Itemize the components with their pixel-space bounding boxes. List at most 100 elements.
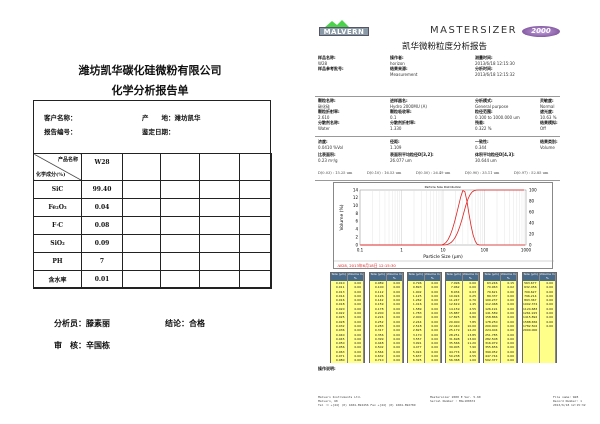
volume-cell: 0.00: [500, 332, 517, 337]
table-row: 0.010 0.00: [331, 281, 364, 286]
volume-cell: 0.00: [462, 285, 479, 290]
table-row: 112.468 0.00: [484, 302, 517, 307]
table-row: 1261.915 0.00: [523, 311, 556, 316]
table-row: 3.170 0.00: [408, 332, 441, 337]
empty-cell: [199, 180, 240, 199]
size-cell: 0.178: [370, 306, 387, 312]
empty-cell: [199, 216, 240, 235]
table-row: 20.000 7.85: [446, 319, 479, 324]
volume-cell: 0.00: [386, 336, 403, 342]
volume-cell: 0.00: [347, 349, 364, 355]
size-cell: 447.744: [484, 354, 501, 359]
table-row: 1588.656 0.00: [523, 319, 556, 324]
size-header: Size (μm): [523, 273, 540, 281]
table-header-row: 产品名称 化学成分(%) W28: [33, 153, 272, 181]
report-field: 样品参考批号:: [318, 66, 344, 72]
x-tick-label: 100: [481, 248, 489, 253]
volume-header: Volume In %: [424, 273, 441, 281]
size-cell: 8.934: [446, 289, 463, 294]
volume-cell: 0.00: [424, 336, 441, 342]
volume-cell: 0.00: [386, 285, 403, 290]
report-field: 分析模式: General purpose: [475, 98, 508, 109]
volume-cell: 0.00: [386, 358, 403, 363]
y2-tick-label: 60: [529, 209, 535, 214]
volume-cell: 0.00: [347, 341, 364, 346]
volume-cell: 0.00: [386, 293, 403, 299]
size-cell: 0.050: [331, 341, 348, 346]
volume-cell: 4.00: [462, 311, 479, 316]
field-label: 结果来源:: [390, 66, 408, 71]
report-field: 径距: 1.109: [390, 139, 401, 150]
empty-cell: [122, 234, 161, 253]
footer-center-line: Mastersizer 2000 E Ver. 5.60: [430, 395, 481, 399]
conclusion: 结论：合格: [165, 319, 205, 328]
table-row: 14.159 2.55: [446, 306, 479, 312]
size-cell: 0.014: [331, 293, 348, 299]
size-cell: 0.018: [331, 302, 348, 307]
size-cell: [523, 332, 540, 337]
size-header: Size (μm): [370, 273, 387, 281]
table-row: 1002.374 0.00: [523, 302, 556, 307]
table-row: 709.627 0.00: [523, 289, 556, 294]
component-name: SiO₂: [33, 234, 82, 253]
volume-header: Volume In %: [500, 273, 517, 281]
volume-cell: 0.00: [462, 281, 479, 286]
empty-cell: [160, 153, 200, 181]
x-axis-label: Particle Size (μm): [423, 254, 463, 260]
table-row: 0.013 0.00: [331, 289, 364, 294]
size-cell: 1.002: [408, 289, 425, 294]
y2-tick-label: 20: [529, 231, 535, 236]
component-value: 0.01: [81, 270, 123, 289]
size-cell: 0.356: [370, 332, 387, 337]
footer-center-line: Serial Number : MAL100672: [430, 399, 476, 404]
volume-cell: 0.00: [347, 293, 364, 299]
size-cell: 7.962: [446, 285, 463, 290]
empty-cell: [122, 252, 161, 271]
size-cell: 1.589: [408, 306, 425, 312]
size-cell: 178.250: [484, 319, 501, 324]
report-field: 一致性: 0.344: [475, 139, 489, 150]
company-name: 潍坊凯华碳化硅微粉有限公司: [78, 64, 222, 77]
volume-cell: 0.00: [386, 349, 403, 355]
volume-cell: 0.00: [539, 281, 556, 286]
volume-cell: 0.00: [539, 315, 556, 320]
size-cell: 141.589: [484, 311, 501, 316]
volume-header: Volume In %: [386, 273, 403, 281]
analyst: 分析员：滕素丽: [54, 319, 110, 328]
size-volume-table: Size (μm) Volume In % 63.246 0.15 70.963 0.02…: [483, 272, 518, 363]
table-row: 0.063 0.00: [331, 349, 364, 355]
table-row: 1415.892 0.00: [523, 315, 556, 320]
y2-tick-label: 100: [529, 187, 537, 192]
table-row: 0.356 0.00: [370, 332, 403, 337]
empty-cell: [122, 216, 161, 235]
size-cell: 0.010: [331, 281, 348, 286]
size-cell: 89.337: [484, 293, 501, 299]
table-row: 2.825 0.00: [408, 328, 441, 333]
volume-cell: 0.00: [539, 306, 556, 312]
component-name: F·C: [33, 216, 82, 235]
size-cell: 2.825: [408, 328, 425, 333]
field-label: 样品参考批号:: [318, 66, 344, 71]
volume-cell: 0.00: [500, 345, 517, 350]
field-value: 碳化硅: [318, 104, 330, 109]
volume-cell: 0.15: [500, 281, 517, 286]
size-cell: 4.477: [408, 345, 425, 350]
table-row: PH 7: [33, 252, 272, 271]
table-row: 7.096 0.00: [446, 281, 479, 286]
field-value: 0.0410 %Vol: [318, 145, 344, 150]
empty-cell: [199, 234, 240, 253]
volume-cell: 11.20: [462, 341, 479, 346]
size-cell: 1415.892: [523, 315, 540, 320]
size-cell: 0.020: [331, 306, 348, 312]
size-cell: 25.179: [446, 328, 463, 333]
size-cell: 0.025: [331, 315, 348, 320]
volume-cell: 0.00: [386, 319, 403, 324]
empty-cell: [239, 216, 272, 235]
report-field: 浓度: 0.0410 %Vol: [318, 139, 343, 150]
size-cell: 251.785: [484, 332, 501, 337]
table-row: 0.502 0.00: [370, 345, 403, 350]
table-row: 0.040 0.00: [331, 332, 364, 337]
volume-cell: 0.00: [386, 354, 403, 359]
volume-header: Volume In %: [347, 273, 364, 281]
table-row: 0.022 0.00: [331, 311, 364, 316]
